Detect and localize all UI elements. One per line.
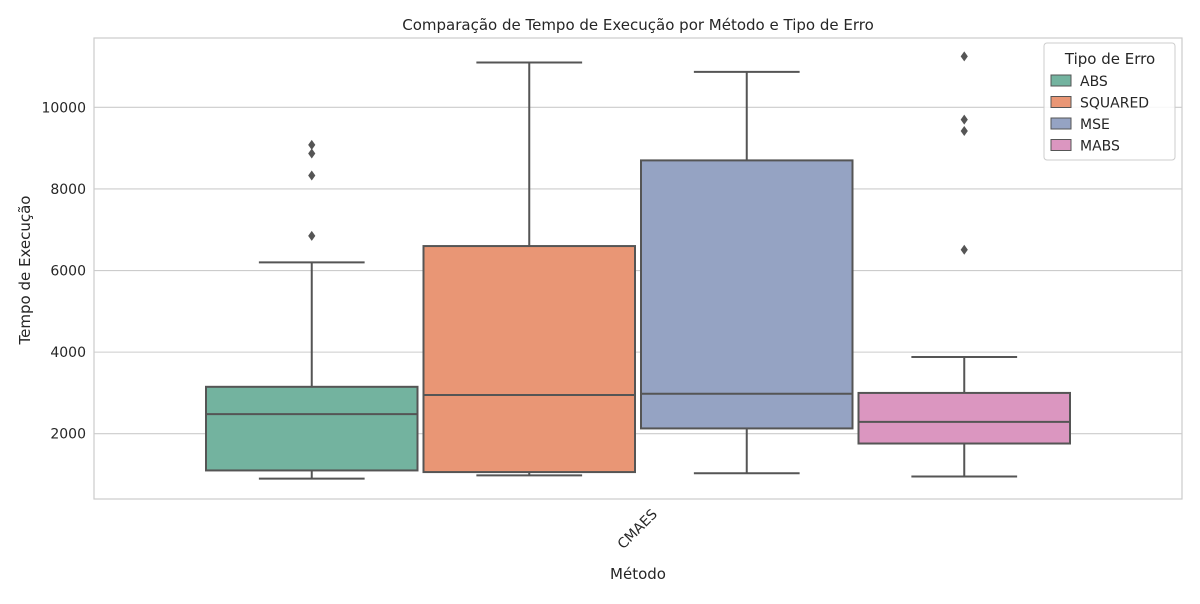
legend-label: SQUARED	[1080, 96, 1149, 112]
y-axis-label: Tempo de Execução	[16, 196, 34, 346]
x-tick-labels: CMAES	[615, 506, 661, 552]
grid-layer	[94, 106, 1182, 435]
box-iqr	[205, 385, 419, 472]
outlier-point	[960, 126, 968, 137]
y-tick-label: 2000	[50, 427, 86, 443]
legend-label: ABS	[1080, 74, 1108, 90]
box-squared	[422, 61, 636, 477]
chart-title: Comparação de Tempo de Execução por Méto…	[402, 16, 874, 34]
plot-frame	[93, 37, 1183, 500]
y-tick-label: 6000	[50, 264, 86, 280]
y-tick-label: 4000	[50, 345, 86, 361]
y-tick-label: 8000	[50, 182, 86, 198]
legend-swatch	[1050, 74, 1072, 87]
box-layer	[205, 51, 1071, 480]
box-mabs	[857, 51, 1071, 478]
outlier-point	[960, 114, 968, 125]
outlier-point	[308, 139, 316, 150]
box-iqr	[857, 391, 1071, 445]
outlier-point	[308, 170, 316, 181]
outlier-point	[308, 230, 316, 241]
x-tick-label: CMAES	[615, 506, 661, 552]
box-iqr	[640, 159, 854, 430]
legend-swatch	[1050, 96, 1072, 108]
outlier-point	[960, 51, 968, 62]
legend-label: MABS	[1080, 139, 1120, 155]
legend-items: ABS SQUARED MSE MABS	[1050, 74, 1149, 155]
legend-swatch	[1050, 139, 1072, 151]
outlier-point	[308, 148, 316, 159]
y-tick-label: 10000	[41, 100, 86, 116]
y-tick-labels: 2000 4000 6000 8000 10000	[41, 100, 86, 442]
box-mse	[640, 70, 854, 475]
legend-swatch	[1050, 117, 1072, 130]
x-axis-label: Método	[610, 565, 666, 583]
legend-title: Tipo de Erro	[1064, 50, 1155, 68]
legend-frame	[1043, 42, 1176, 161]
legend: Tipo de Erro ABS SQUARED MSE MABS	[1043, 42, 1176, 161]
outlier-point	[960, 244, 968, 255]
box-iqr	[422, 245, 636, 474]
box-abs	[205, 139, 419, 480]
legend-label: MSE	[1080, 117, 1110, 133]
